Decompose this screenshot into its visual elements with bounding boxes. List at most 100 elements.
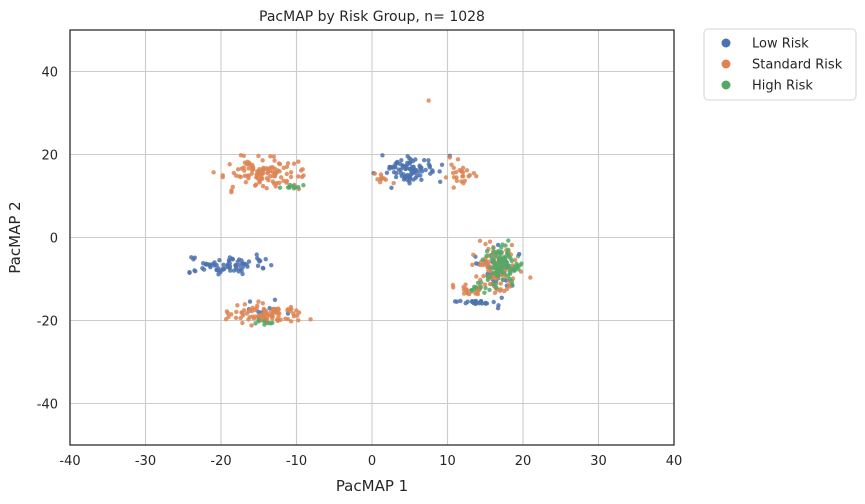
point-standard-risk [383,177,388,182]
point-high-risk [506,238,511,243]
point-high-risk [499,245,504,250]
point-high-risk [268,321,274,326]
point-low-risk [418,165,424,170]
point-standard-risk [252,183,258,188]
point-high-risk [495,273,501,278]
point-low-risk [414,167,419,173]
x-tick-label: -30 [135,454,156,469]
point-standard-risk [272,158,277,163]
point-standard-risk [246,309,251,314]
point-high-risk [491,265,496,271]
legend: Low Risk Standard Risk High Risk [703,28,857,101]
point-standard-risk [226,314,231,320]
point-low-risk [247,299,253,304]
point-low-risk [400,165,405,170]
point-low-risk [499,295,504,300]
point-standard-risk [299,174,305,180]
point-standard-risk [256,299,261,304]
point-standard-risk [243,180,249,185]
point-standard-risk [509,242,515,248]
y-tick-label: 40 [41,66,58,81]
point-low-risk [272,297,278,302]
point-high-risk [478,285,483,290]
point-low-risk [254,252,259,257]
point-standard-risk [247,315,252,320]
point-standard-risk [229,312,234,317]
point-standard-risk [240,313,246,318]
point-standard-risk [288,319,294,324]
point-standard-risk [285,316,291,322]
point-standard-risk [261,170,266,175]
point-standard-risk [249,323,254,328]
point-standard-risk [242,302,248,307]
point-standard-risk [471,252,476,258]
point-standard-risk [234,309,239,315]
point-high-risk [516,267,521,272]
point-standard-risk [455,157,461,162]
point-standard-risk [498,287,503,292]
point-standard-risk [450,170,456,176]
point-standard-risk [254,306,259,311]
point-low-risk [409,165,415,171]
point-standard-risk [504,286,510,292]
point-standard-risk [264,176,270,181]
point-low-risk [517,251,522,257]
point-low-risk [483,301,488,306]
point-standard-risk [372,171,378,176]
point-high-risk [512,264,517,270]
point-standard-risk [443,175,449,180]
point-low-risk [405,154,410,159]
y-tick-label: 20 [41,149,58,164]
point-standard-risk [255,176,261,181]
point-low-risk [421,158,427,163]
y-tick-labels: -40 -20 0 20 40 [37,66,58,413]
point-high-risk [491,257,497,263]
point-standard-risk [274,317,280,322]
legend-label: High Risk [752,79,813,94]
x-tick-label: 30 [590,454,607,469]
point-high-risk [519,261,524,266]
point-standard-risk [284,171,290,177]
point-standard-risk [245,173,250,178]
point-low-risk [504,278,509,283]
point-standard-risk [474,274,479,279]
legend-label: Standard Risk [752,58,843,73]
point-low-risk [237,263,242,268]
point-low-risk [439,162,445,168]
point-standard-risk [474,174,479,179]
point-low-risk [245,264,250,269]
plot-frame [69,29,675,446]
grid-lines [69,30,675,445]
point-high-risk [491,245,496,251]
x-axis-label: PacMAP 1 [336,477,408,495]
point-high-risk [478,280,484,285]
point-standard-risk [281,165,287,171]
point-standard-risk [451,175,457,180]
point-high-risk [487,287,492,293]
point-standard-risk [483,241,488,247]
point-standard-risk [264,186,269,191]
point-low-risk [430,168,435,173]
point-standard-risk [465,291,470,296]
point-standard-risk [250,305,255,310]
point-low-risk [235,259,240,264]
point-standard-risk [264,314,270,319]
point-low-risk [240,271,245,277]
point-standard-risk [257,180,262,185]
point-standard-risk [240,320,245,326]
point-high-risk [509,282,515,287]
point-standard-risk [270,179,276,184]
point-low-risk [496,303,501,308]
point-low-risk [473,298,478,304]
point-low-risk [407,160,413,165]
point-high-risk [491,282,496,287]
point-standard-risk [225,311,230,316]
point-low-risk [201,267,207,272]
point-standard-risk [256,313,261,319]
point-high-risk [488,265,493,270]
point-low-risk [389,185,394,191]
point-high-risk [502,255,507,260]
point-standard-risk [270,165,275,170]
point-standard-risk [211,170,216,175]
point-standard-risk [262,307,267,313]
